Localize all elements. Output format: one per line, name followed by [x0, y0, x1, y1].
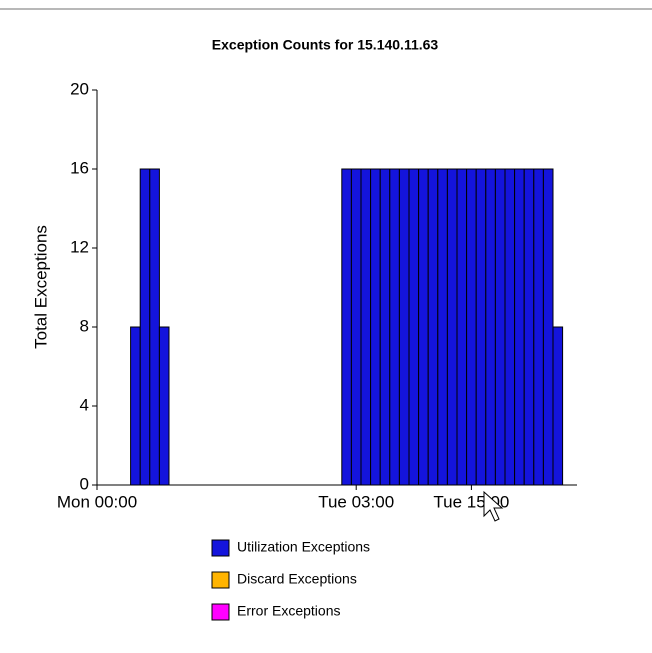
bar — [379, 168, 391, 486]
bar — [389, 168, 400, 486]
legend-label: Discard Exceptions — [237, 571, 357, 587]
y-tick-label: 0 — [80, 474, 89, 493]
bar — [466, 168, 477, 486]
y-tick-label: 20 — [70, 79, 89, 98]
legend: Utilization Exceptions Discard Exceptions… — [211, 539, 370, 621]
x-tick-label: Tue 15:00 — [433, 492, 509, 511]
bar — [427, 168, 439, 486]
bar — [446, 168, 458, 486]
y-tick-label: 12 — [70, 237, 89, 256]
bar — [370, 168, 381, 486]
y-tick-label: 4 — [80, 395, 89, 414]
bar — [475, 168, 487, 486]
bar — [485, 168, 496, 486]
legend-swatch — [211, 603, 230, 621]
y-axis-label: Total Exceptions — [31, 225, 50, 349]
mouse-cursor — [483, 490, 504, 522]
x-tick-label: Tue 03:00 — [318, 492, 394, 511]
bar — [542, 168, 554, 486]
legend-label: Error Exceptions — [237, 603, 340, 619]
legend-swatch — [211, 539, 230, 557]
bar — [514, 168, 525, 486]
bar — [350, 168, 362, 486]
bar — [398, 168, 410, 486]
y-tick-label: 16 — [70, 158, 89, 177]
bar — [139, 168, 151, 486]
x-tick-label: Mon 00:00 — [57, 492, 137, 511]
bar — [552, 326, 564, 486]
bar — [149, 168, 160, 486]
y-tick-label: 8 — [80, 316, 89, 335]
bar — [360, 168, 372, 486]
bar — [341, 168, 352, 486]
bar — [504, 168, 516, 486]
chart-title: Exception Counts for 15.140.11.63 — [212, 37, 439, 53]
bar — [437, 168, 448, 486]
bar — [408, 168, 420, 486]
bar — [523, 168, 535, 486]
bar — [456, 168, 468, 486]
bar — [533, 168, 544, 486]
legend-label: Utilization Exceptions — [237, 539, 370, 555]
plot: 0 4 8 12 16 20 Mon 00:00 Tue 03:00 Tue 15:00 — [57, 79, 577, 511]
bar — [158, 326, 170, 486]
bar — [130, 326, 141, 486]
legend-swatch — [211, 571, 230, 589]
bar — [494, 168, 506, 486]
bar — [418, 168, 429, 486]
